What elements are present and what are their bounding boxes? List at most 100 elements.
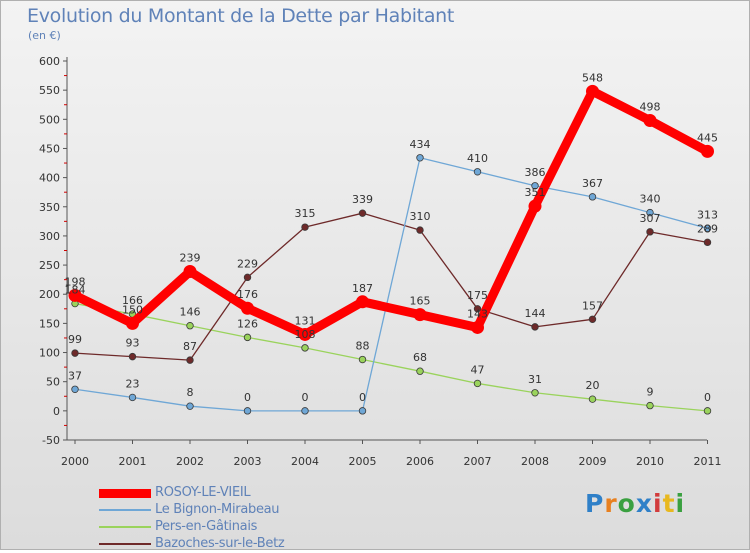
series-point-2: [243, 333, 252, 342]
data-label-0: 239: [180, 251, 201, 264]
legend-label: Pers-en-Gâtinais: [155, 519, 258, 534]
chart-title: Evolution du Montant de la Dette par Hab…: [27, 5, 455, 27]
data-label-0: 548: [582, 71, 603, 84]
x-tick-label: 2000: [61, 455, 89, 468]
series-point-0: [643, 113, 657, 127]
series-line-0: [70, 86, 712, 339]
legend-label: ROSOY-LE-VIEIL: [155, 485, 251, 500]
data-label-1: 367: [582, 177, 603, 190]
legend-label: Bazoches-sur-le-Betz: [155, 536, 285, 551]
y-tick-label: 150: [39, 317, 60, 330]
data-label-0: 165: [410, 295, 431, 308]
legend-swatch: [99, 509, 151, 511]
series-point-2: [358, 355, 367, 364]
x-tick-label: 2007: [464, 455, 492, 468]
series-point-1: [531, 182, 539, 190]
data-label-0: 351: [525, 186, 546, 199]
x-tick-label: 2002: [176, 455, 204, 468]
series-point-0: [356, 295, 369, 309]
data-label-1: 0: [302, 391, 309, 404]
data-label-0: 498: [640, 100, 661, 113]
chart-subtitle: (en €): [28, 29, 61, 42]
y-tick-label: 300: [39, 230, 60, 243]
legend-swatch: [99, 488, 151, 498]
legend-swatch: [99, 526, 151, 528]
series-point-3: [243, 273, 252, 282]
data-label-1: 0: [244, 391, 251, 404]
series-point-0: [586, 84, 599, 98]
data-label-0: 187: [352, 282, 373, 295]
series-point-1: [128, 393, 137, 402]
x-tick-label: 2003: [234, 455, 262, 468]
series-point-0: [413, 308, 427, 322]
x-tick-label: 2006: [406, 455, 434, 468]
series-point-3: [71, 349, 79, 357]
series-point-0: [471, 320, 484, 334]
data-label-1: 37: [68, 369, 82, 382]
y-tick-label: 50: [46, 376, 60, 389]
legend-label: Le Bignon-Mirabeau: [155, 502, 280, 517]
y-tick-label: -50: [42, 434, 60, 447]
data-label-2: 184: [65, 284, 86, 297]
series-point-2: [473, 379, 482, 388]
data-label-1: 410: [467, 152, 488, 165]
series-point-0: [241, 301, 254, 315]
series-line-1: [74, 157, 709, 412]
series-point-1: [301, 407, 309, 415]
series-point-3: [301, 223, 309, 231]
y-tick-label: 0: [53, 405, 60, 418]
data-label-3: 315: [295, 207, 316, 220]
series-point-1: [243, 407, 252, 415]
data-label-3: 99: [68, 333, 82, 346]
proxiti-logo: Proxiti: [585, 489, 686, 518]
data-label-3: 339: [352, 193, 373, 206]
series-point-0: [126, 316, 139, 330]
data-label-3: 310: [410, 210, 431, 223]
data-label-2: 146: [180, 306, 201, 319]
series-point-2: [531, 389, 539, 397]
y-tick-label: 250: [39, 259, 60, 272]
series-point-1: [703, 224, 712, 233]
data-label-0: 143: [467, 307, 488, 320]
data-label-1: 0: [359, 391, 366, 404]
data-label-3: 229: [237, 257, 258, 270]
series-point-3: [128, 352, 137, 361]
series-point-0: [298, 327, 312, 341]
series-point-3: [416, 226, 424, 234]
data-label-2: 20: [586, 379, 600, 392]
series-point-3: [473, 305, 482, 313]
series-point-1: [473, 168, 482, 176]
data-label-1: 313: [697, 208, 718, 221]
data-label-2: 68: [413, 351, 427, 364]
y-tick-label: 550: [39, 84, 60, 97]
data-label-2: 31: [528, 373, 542, 386]
series-point-2: [703, 407, 712, 415]
series-line-3: [74, 212, 709, 361]
legend-swatch: [99, 543, 151, 545]
series-point-1: [646, 208, 654, 217]
data-label-0: 150: [122, 303, 143, 316]
series-point-2: [301, 344, 309, 352]
x-tick-label: 2010: [636, 455, 664, 468]
data-label-3: 144: [525, 307, 546, 320]
series-point-0: [528, 199, 542, 213]
y-tick-label: 400: [39, 172, 60, 185]
y-tick-label: 600: [39, 55, 60, 68]
series-point-3: [646, 228, 654, 236]
series-point-2: [186, 322, 194, 330]
x-tick-label: 2005: [349, 455, 377, 468]
series-line-2: [74, 302, 709, 412]
data-label-3: 289: [697, 222, 718, 235]
x-tick-label: 2011: [694, 455, 722, 468]
series-point-1: [71, 385, 79, 393]
data-label-1: 23: [126, 377, 140, 390]
data-label-3: 87: [183, 340, 197, 353]
series-point-3: [531, 323, 539, 331]
y-tick-label: 450: [39, 142, 60, 155]
data-label-3: 175: [467, 289, 488, 302]
data-label-1: 386: [525, 166, 546, 179]
data-label-0: 445: [697, 131, 718, 144]
series-point-1: [416, 154, 424, 162]
series-point-1: [358, 407, 367, 415]
